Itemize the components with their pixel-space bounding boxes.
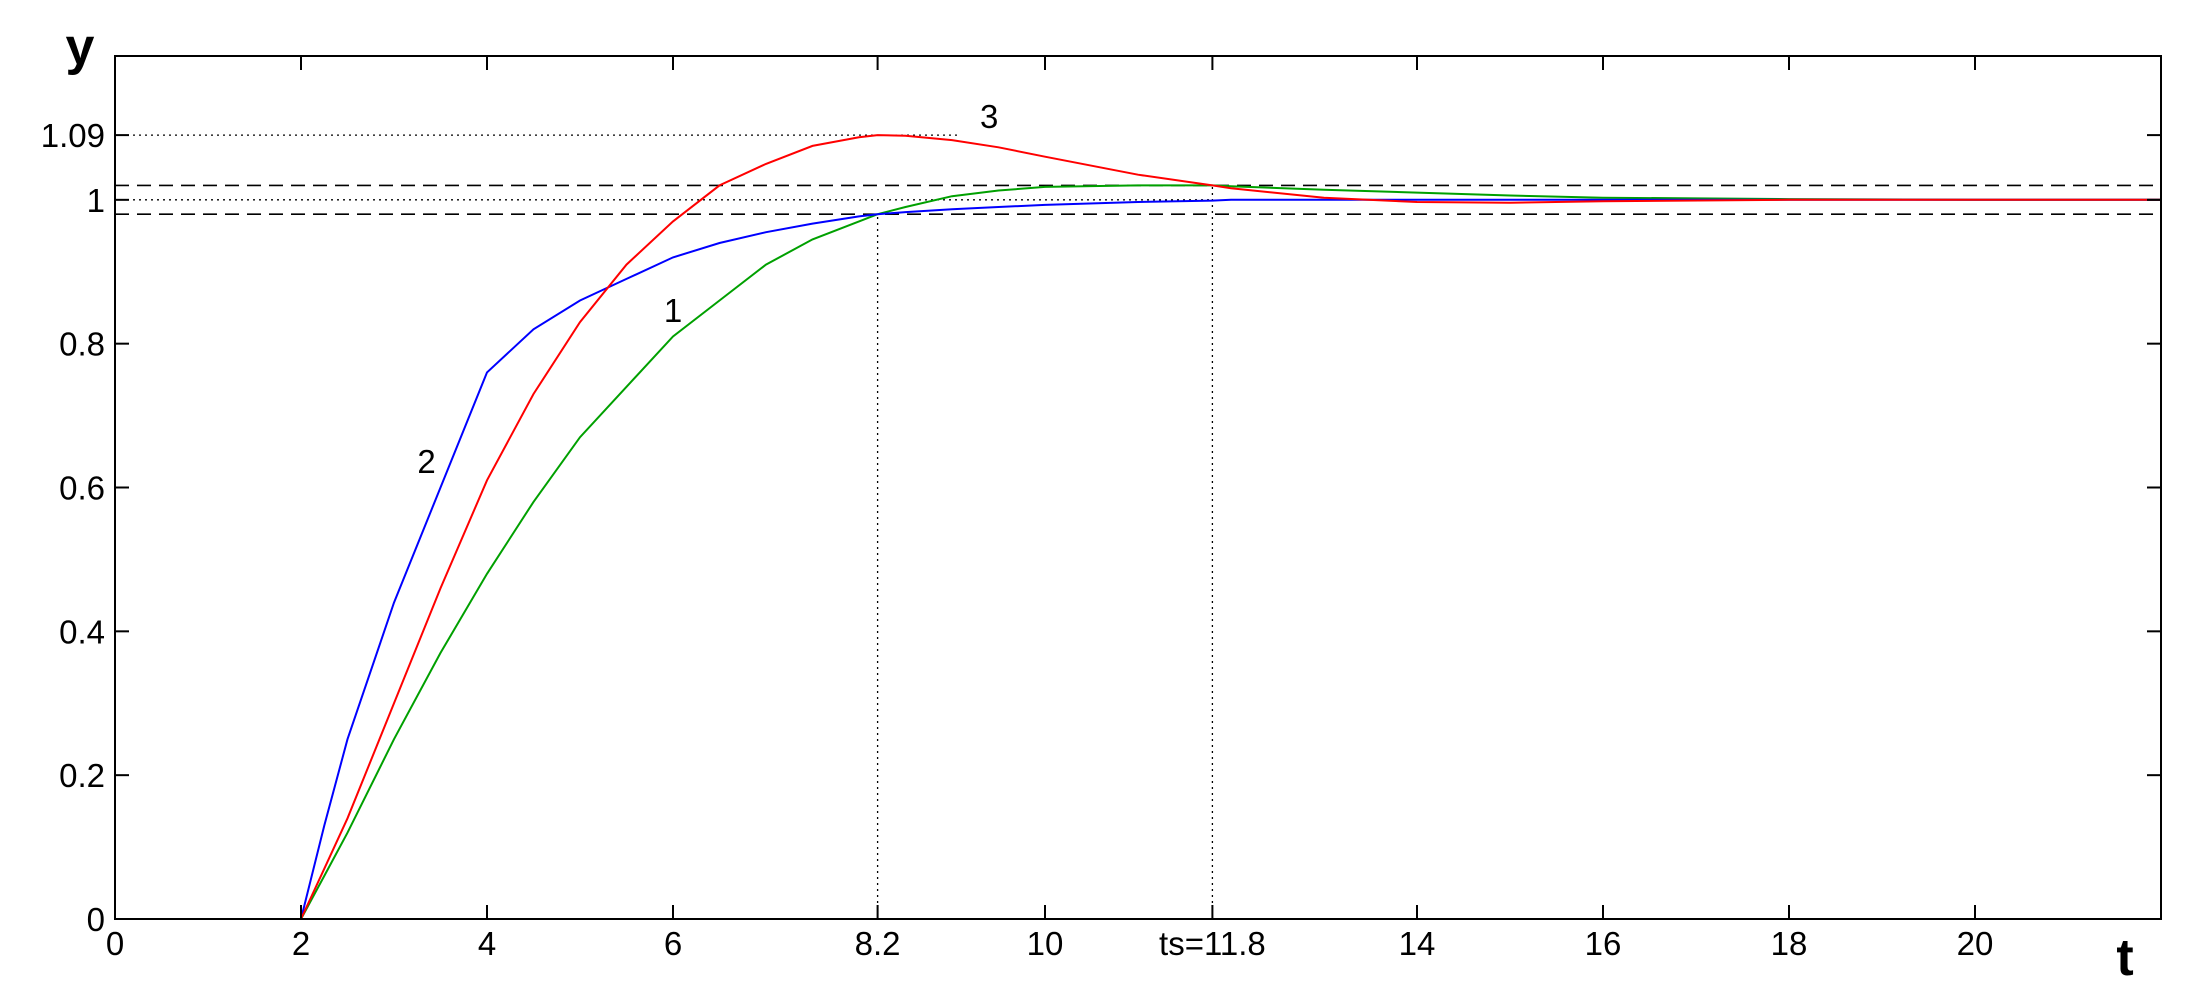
curve-label: 3 [980, 98, 998, 135]
x-axis-label: t [2116, 929, 2133, 987]
y-tick-label: 0.4 [59, 613, 105, 650]
x-tick-label: 8.2 [855, 925, 901, 962]
y-tick-label: 1.09 [41, 117, 105, 154]
series-line [300, 198, 2161, 920]
x-tick-label: 0 [106, 925, 124, 962]
x-tick-label: 18 [1771, 925, 1808, 962]
y-tick-label: 1 [87, 182, 105, 219]
x-tick-label: 20 [1957, 925, 1994, 962]
x-tick-label: 10 [1027, 925, 1064, 962]
x-tick-label: 16 [1585, 925, 1622, 962]
curve-label: 2 [417, 443, 435, 480]
y-tick-label: 0.6 [59, 470, 105, 507]
x-tick-label: ts=11.8 [1159, 925, 1266, 962]
y-tick-label: 0.2 [59, 757, 105, 794]
x-tick-label: 14 [1399, 925, 1436, 962]
y-tick-label: 0.8 [59, 326, 105, 363]
x-tick-label: 4 [478, 925, 496, 962]
series-line [300, 134, 2161, 920]
y-axis-label: y [66, 18, 95, 76]
y-tick-label: 0 [87, 901, 105, 938]
x-tick-label: 6 [664, 925, 682, 962]
x-tick-label: 2 [292, 925, 310, 962]
curve-label: 1 [664, 292, 682, 329]
